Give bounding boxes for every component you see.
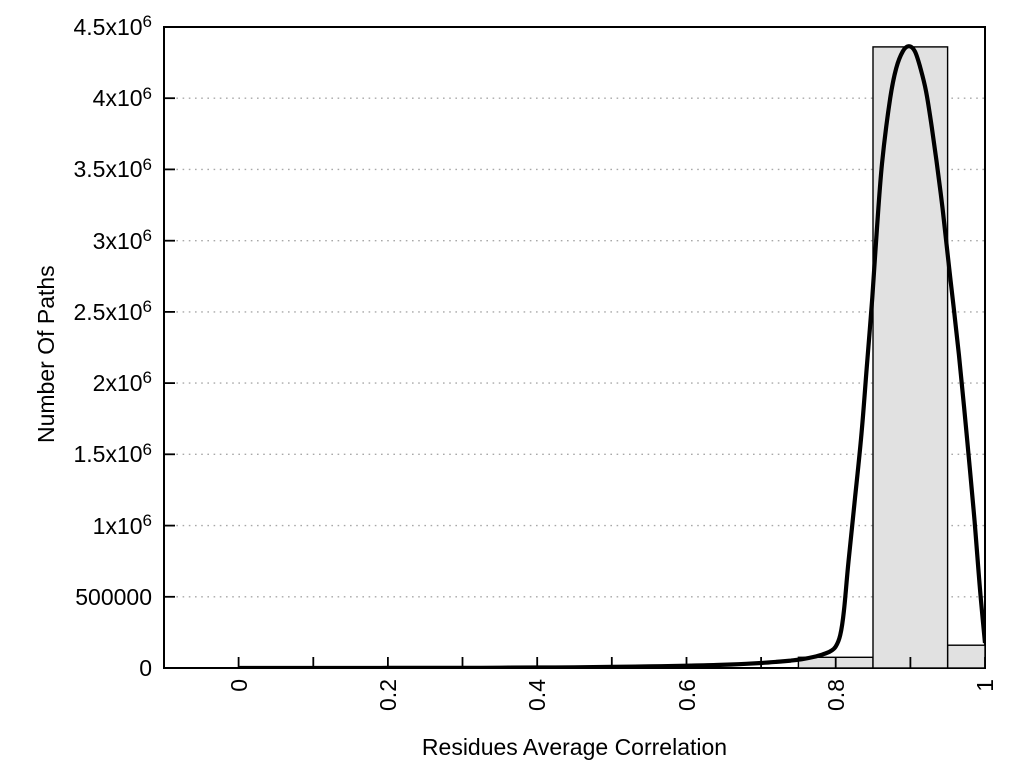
y-tick-label: 2.5x106	[73, 297, 152, 325]
histogram-bar	[947, 644, 986, 669]
y-tick-label: 2x106	[92, 368, 152, 397]
y-tick-label: 4.5x106	[73, 12, 152, 40]
x-tick-label: 0.2	[374, 679, 401, 711]
y-tick-label: 0	[139, 655, 152, 681]
plot-border	[163, 26, 986, 669]
x-axis-title: Residues Average Correlation	[421, 734, 728, 760]
x-tick-label: 0.6	[673, 679, 700, 711]
y-tick-label: 3x106	[92, 226, 152, 254]
y-tick-label: 1x106	[92, 510, 152, 539]
x-tick-label: 0.8	[822, 679, 849, 711]
y-tick-label: 3.5x106	[73, 154, 152, 183]
y-tick-label: 500000	[75, 583, 152, 610]
x-tick-label: 1	[972, 679, 998, 692]
y-tick-label: 1.5x106	[73, 439, 152, 468]
y-axis-title: Number Of Paths	[33, 265, 59, 443]
x-tick-label: 0.4	[524, 679, 551, 711]
y-tick-label: 4x106	[92, 83, 152, 112]
fit-curve	[238, 44, 986, 669]
x-tick-label: 0	[225, 679, 252, 692]
